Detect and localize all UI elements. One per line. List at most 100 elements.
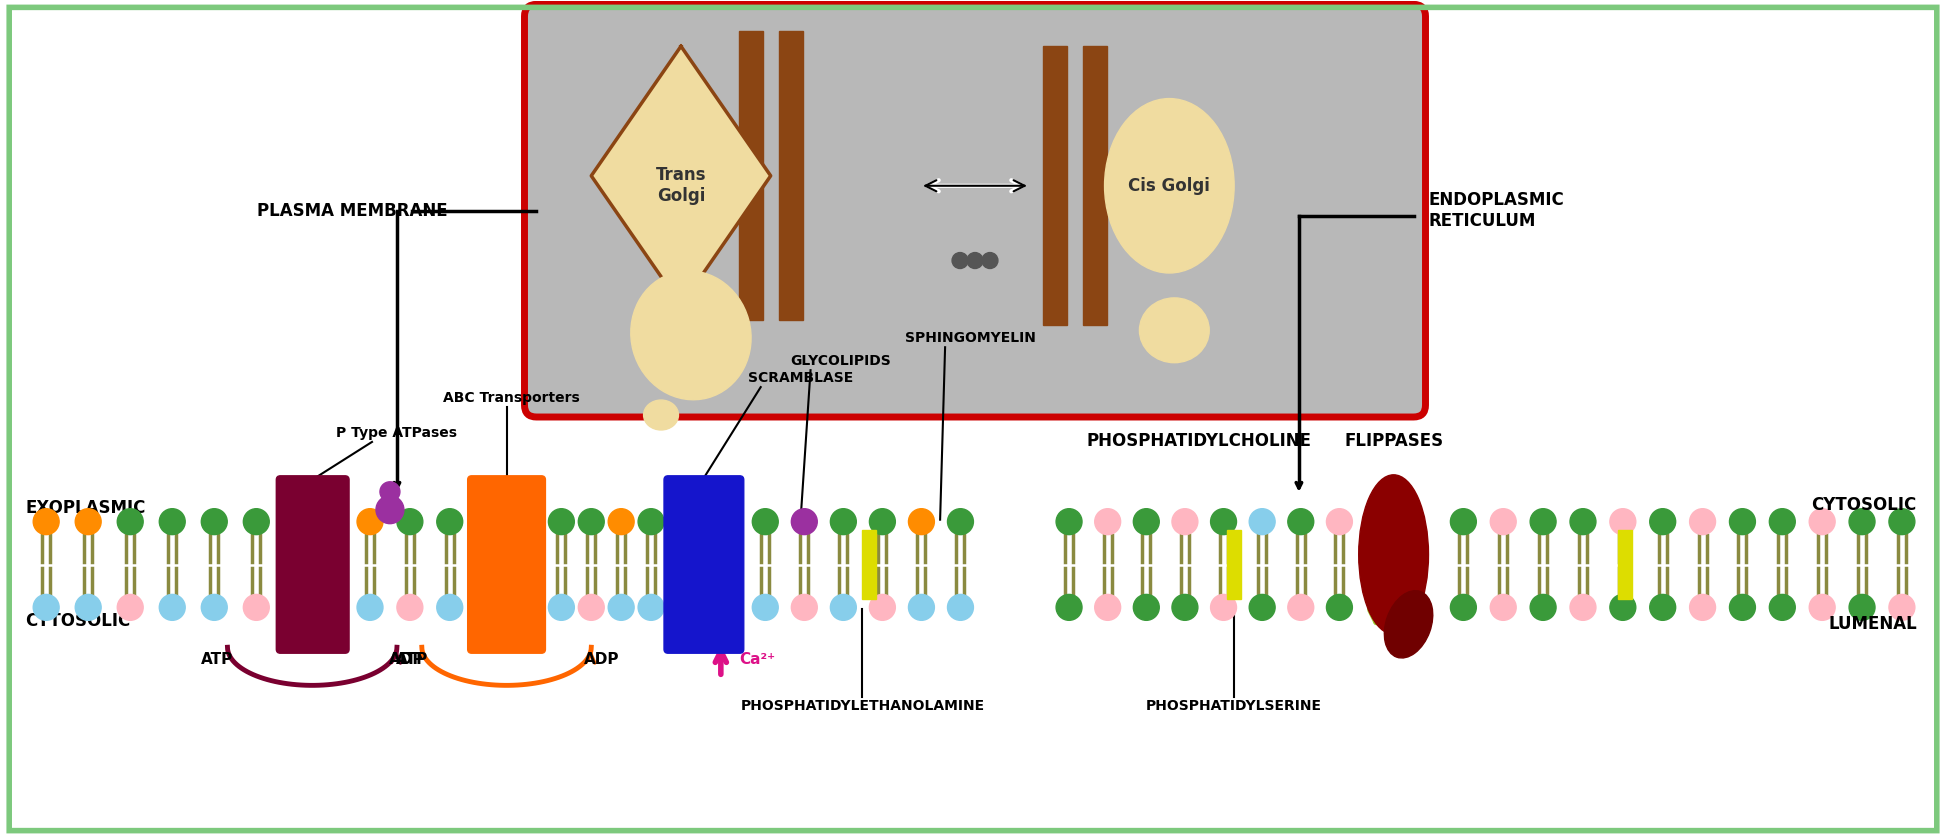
Bar <box>1617 530 1633 599</box>
Circle shape <box>1171 594 1199 620</box>
Text: LUMENAL: LUMENAL <box>1827 615 1917 634</box>
Circle shape <box>160 509 185 535</box>
Text: ADP: ADP <box>584 652 619 667</box>
Text: PHOSPHATIDYLCHOLINE: PHOSPHATIDYLCHOLINE <box>1086 432 1312 450</box>
Bar <box>739 31 763 320</box>
Circle shape <box>1769 509 1796 535</box>
Circle shape <box>753 509 778 535</box>
Circle shape <box>1849 594 1876 620</box>
Circle shape <box>117 509 144 535</box>
Circle shape <box>1210 509 1236 535</box>
Ellipse shape <box>1140 297 1208 363</box>
Text: PLASMA MEMBRANE: PLASMA MEMBRANE <box>257 202 448 220</box>
Text: EXOPLASMIC: EXOPLASMIC <box>25 499 146 517</box>
FancyBboxPatch shape <box>664 476 743 654</box>
Circle shape <box>76 509 101 535</box>
FancyBboxPatch shape <box>276 476 348 654</box>
Circle shape <box>983 252 998 268</box>
Circle shape <box>1570 594 1596 620</box>
Circle shape <box>436 509 463 535</box>
Circle shape <box>1609 594 1637 620</box>
Circle shape <box>243 509 269 535</box>
Circle shape <box>1057 509 1082 535</box>
FancyBboxPatch shape <box>467 476 545 654</box>
Circle shape <box>578 594 603 620</box>
Circle shape <box>1249 594 1275 620</box>
Circle shape <box>1288 509 1314 535</box>
Text: FLIPPASES: FLIPPASES <box>1345 432 1444 450</box>
Text: PHOSPHATIDYLSERINE: PHOSPHATIDYLSERINE <box>1146 699 1321 713</box>
Circle shape <box>609 509 634 535</box>
Circle shape <box>356 594 383 620</box>
Text: GLYCOLIPIDS: GLYCOLIPIDS <box>790 354 891 368</box>
Bar <box>1082 46 1107 325</box>
Text: SCRAMBLASE: SCRAMBLASE <box>747 371 852 385</box>
Circle shape <box>1171 509 1199 535</box>
FancyBboxPatch shape <box>525 4 1426 417</box>
Text: ABC Transporters: ABC Transporters <box>444 391 580 405</box>
Ellipse shape <box>1384 591 1432 658</box>
Bar <box>862 530 876 599</box>
Text: P Type ATPases: P Type ATPases <box>337 426 457 440</box>
Circle shape <box>792 509 817 535</box>
Circle shape <box>117 594 144 620</box>
Circle shape <box>578 509 603 535</box>
Text: SPHINGOMYELIN: SPHINGOMYELIN <box>905 331 1035 345</box>
Circle shape <box>753 594 778 620</box>
Circle shape <box>1650 594 1676 620</box>
Circle shape <box>1491 509 1516 535</box>
Circle shape <box>1096 594 1121 620</box>
Circle shape <box>1769 594 1796 620</box>
Circle shape <box>1327 509 1352 535</box>
Circle shape <box>397 509 422 535</box>
Circle shape <box>909 509 934 535</box>
Circle shape <box>952 252 967 268</box>
Circle shape <box>967 252 983 268</box>
Circle shape <box>1609 509 1637 535</box>
Circle shape <box>792 594 817 620</box>
Circle shape <box>33 509 58 535</box>
Circle shape <box>356 509 383 535</box>
Ellipse shape <box>631 271 751 400</box>
Circle shape <box>1650 509 1676 535</box>
Circle shape <box>609 594 634 620</box>
Circle shape <box>1491 594 1516 620</box>
Circle shape <box>379 482 401 502</box>
Circle shape <box>638 509 664 535</box>
Circle shape <box>948 594 973 620</box>
Circle shape <box>549 509 574 535</box>
Circle shape <box>1730 594 1755 620</box>
Circle shape <box>948 509 973 535</box>
Text: ENDOPLASMIC
RETICULUM: ENDOPLASMIC RETICULUM <box>1428 191 1565 230</box>
Circle shape <box>1570 509 1596 535</box>
Circle shape <box>870 594 895 620</box>
Circle shape <box>1689 509 1716 535</box>
Polygon shape <box>592 46 771 305</box>
Bar <box>1043 46 1066 325</box>
Circle shape <box>397 594 422 620</box>
Circle shape <box>243 594 269 620</box>
Text: ATP: ATP <box>395 652 428 667</box>
Bar <box>778 31 802 320</box>
Circle shape <box>831 509 856 535</box>
Circle shape <box>1530 509 1557 535</box>
Ellipse shape <box>1105 99 1234 273</box>
Circle shape <box>1530 594 1557 620</box>
Circle shape <box>1810 509 1835 535</box>
Circle shape <box>200 509 228 535</box>
Circle shape <box>376 496 405 524</box>
Circle shape <box>200 594 228 620</box>
Circle shape <box>1057 594 1082 620</box>
Circle shape <box>1730 509 1755 535</box>
Circle shape <box>33 594 58 620</box>
Circle shape <box>160 594 185 620</box>
Circle shape <box>1890 509 1915 535</box>
Circle shape <box>1849 509 1876 535</box>
Circle shape <box>436 594 463 620</box>
Text: CYTOSOLIC: CYTOSOLIC <box>25 613 130 630</box>
Text: Ca²⁺: Ca²⁺ <box>739 652 775 667</box>
Circle shape <box>1450 594 1477 620</box>
Ellipse shape <box>644 400 679 430</box>
Circle shape <box>1249 509 1275 535</box>
Text: PHOSPHATIDYLETHANOLAMINE: PHOSPHATIDYLETHANOLAMINE <box>739 699 985 713</box>
